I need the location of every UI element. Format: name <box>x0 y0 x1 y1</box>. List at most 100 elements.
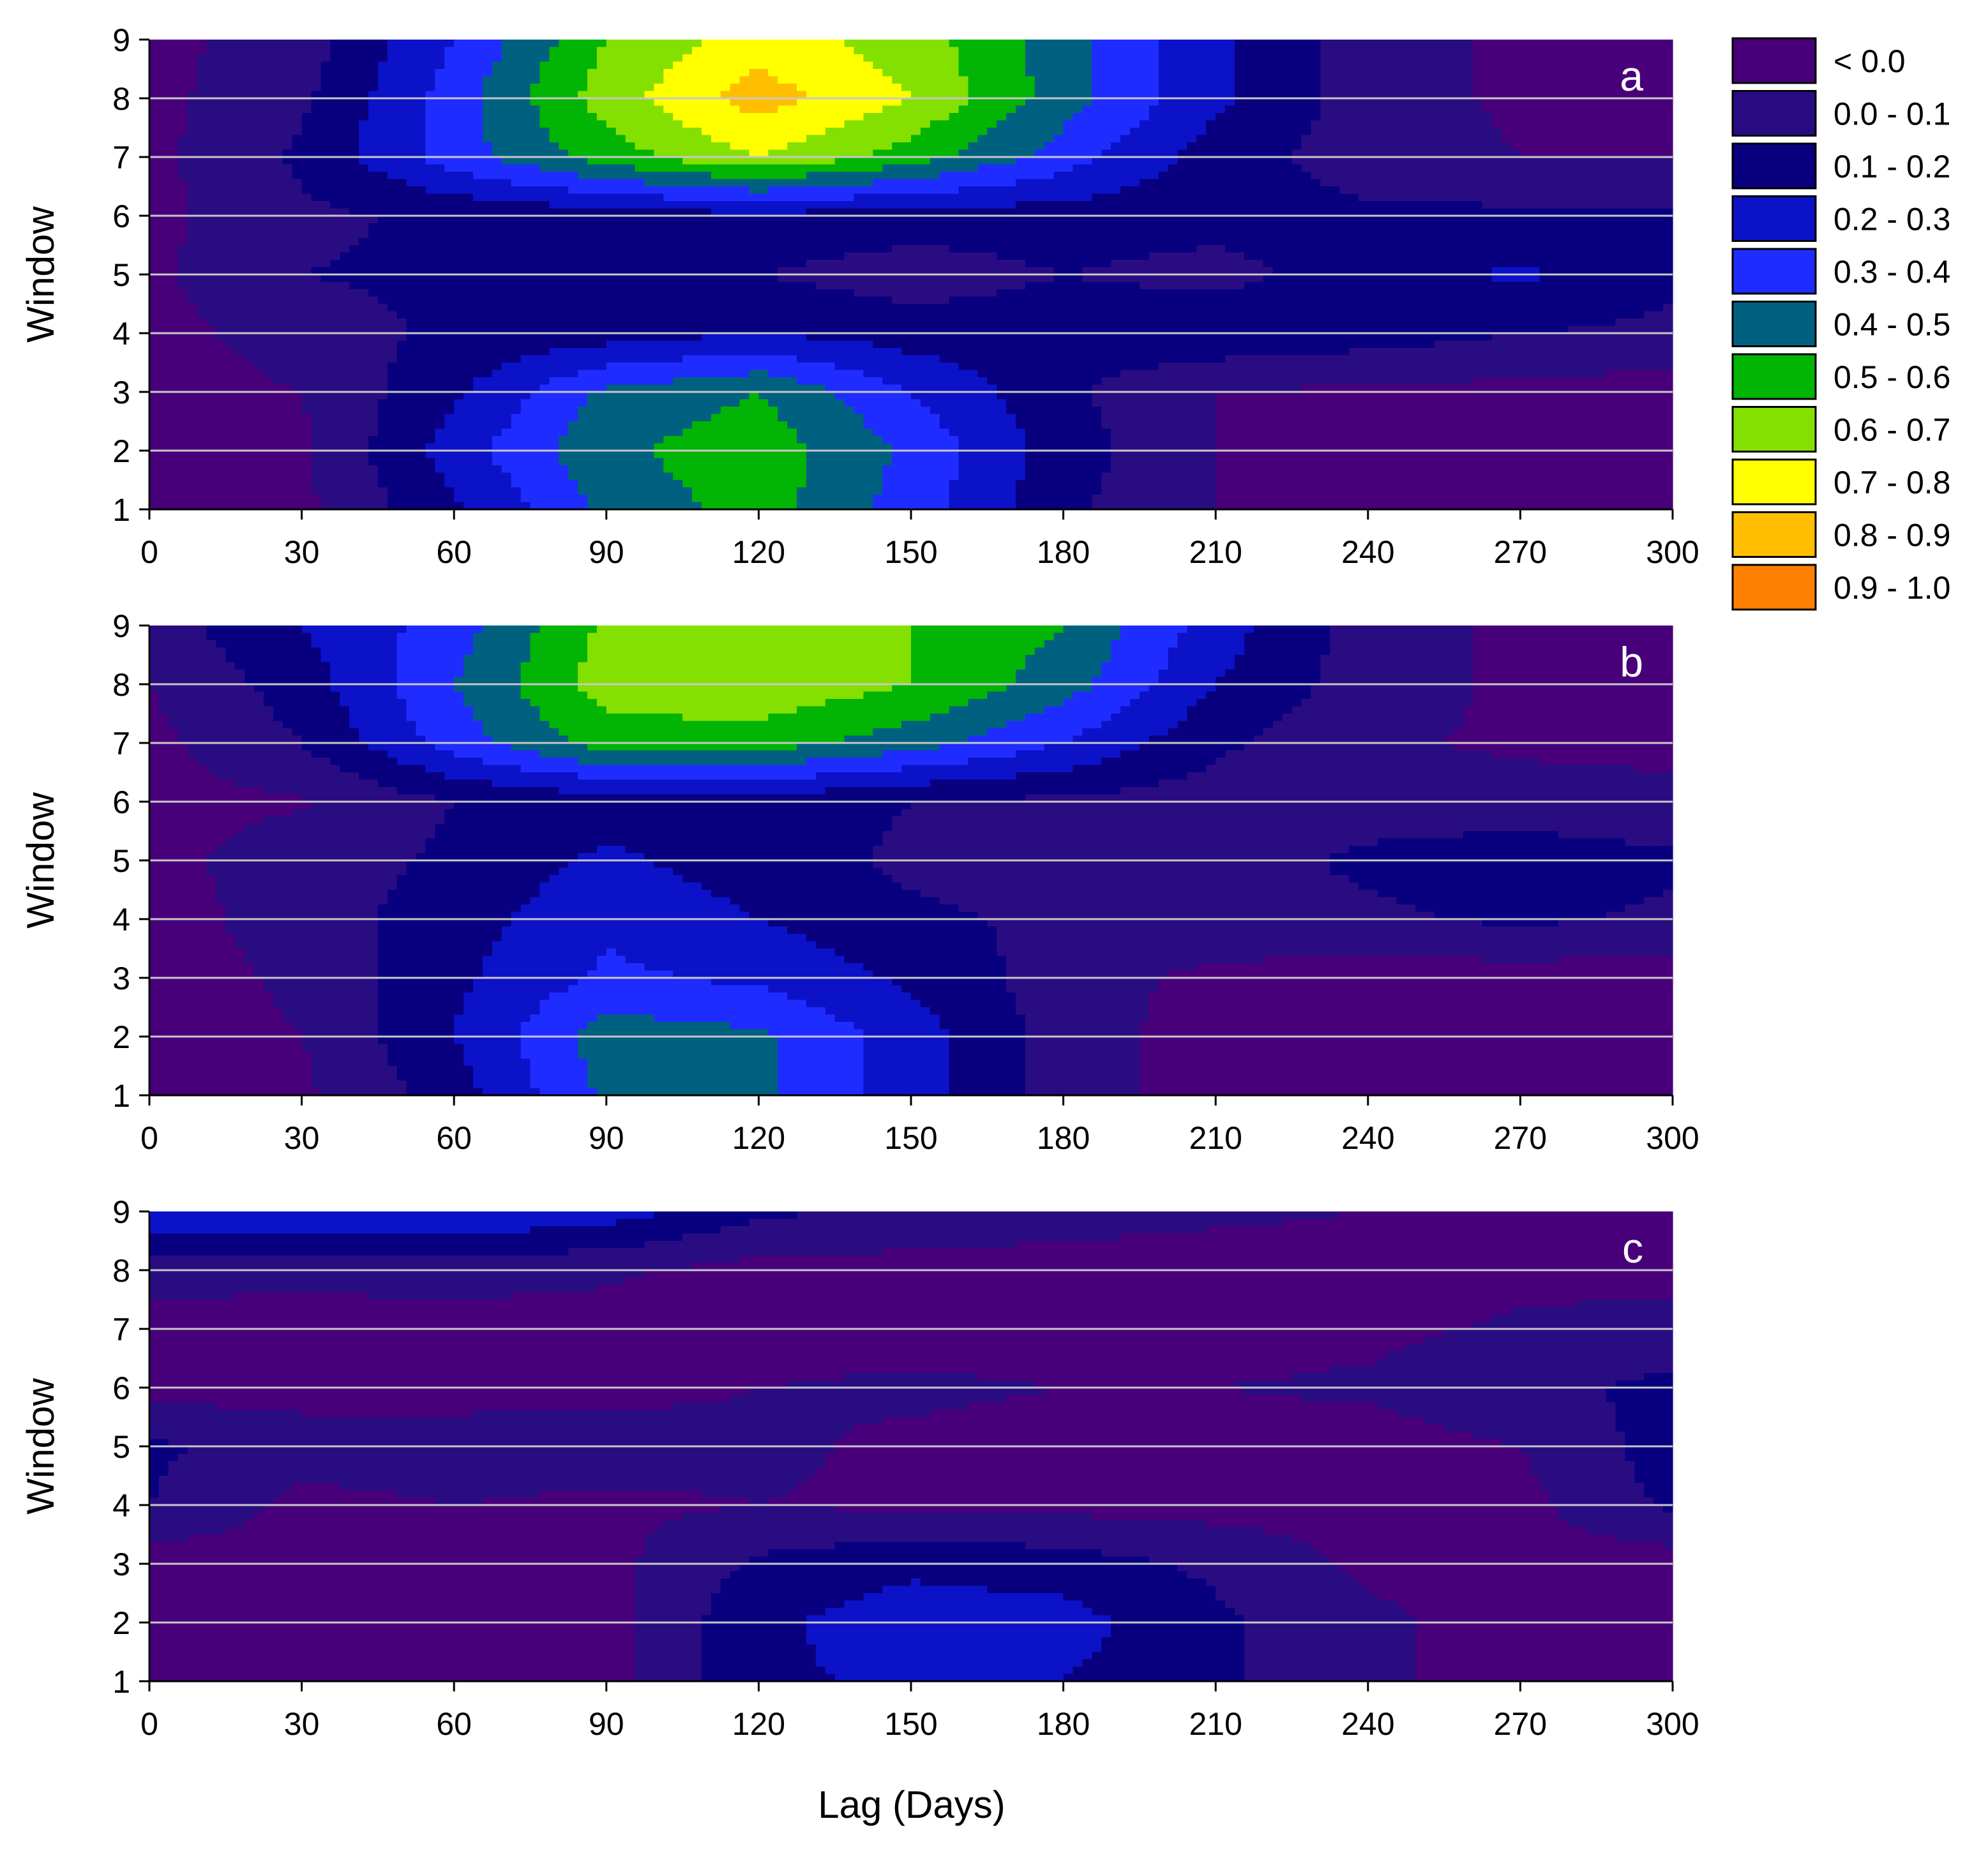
contour-cell <box>1463 61 1473 70</box>
contour-cell <box>1034 142 1045 151</box>
contour-cell <box>377 193 388 202</box>
contour-cell <box>1044 252 1055 260</box>
contour-cell <box>654 84 664 92</box>
contour-cell <box>149 47 160 55</box>
contour-cell <box>635 186 645 195</box>
contour-cell <box>1444 208 1454 216</box>
contour-cell <box>1520 128 1530 136</box>
contour-cell <box>1101 245 1111 253</box>
contour-cell <box>1063 105 1074 114</box>
contour-cell <box>1615 61 1626 70</box>
contour-cell <box>1482 40 1493 48</box>
contour-cell <box>768 47 778 55</box>
contour-cell <box>968 98 978 107</box>
contour-cell <box>1358 230 1369 239</box>
contour-cell <box>1301 172 1311 180</box>
contour-cell <box>482 252 493 260</box>
contour-cell <box>520 69 531 77</box>
contour-cell <box>225 179 236 187</box>
contour-cell <box>1206 120 1216 128</box>
contour-cell <box>158 149 169 158</box>
contour-cell <box>1330 69 1340 77</box>
contour-cell <box>749 223 759 231</box>
contour-cell <box>216 201 226 209</box>
contour-cell <box>673 252 683 260</box>
contour-cell <box>1396 179 1407 187</box>
contour-cell <box>778 54 788 63</box>
contour-cell <box>1311 128 1321 136</box>
contour-cell <box>1330 208 1340 216</box>
contour-cell <box>1425 69 1435 77</box>
contour-cell <box>482 157 493 165</box>
contour-cell <box>254 216 264 224</box>
contour-cell <box>901 47 912 55</box>
contour-cell <box>1187 47 1197 55</box>
contour-cell <box>1339 98 1350 107</box>
contour-cell <box>1558 40 1569 48</box>
contour-cell <box>768 61 778 70</box>
contour-cell <box>463 164 474 172</box>
contour-cell <box>1168 98 1178 107</box>
contour-cell <box>825 260 836 268</box>
contour-cell <box>625 128 636 136</box>
contour-cell <box>920 193 931 202</box>
contour-cell <box>1510 128 1521 136</box>
contour-cell <box>254 179 264 187</box>
contour-cell <box>149 113 160 121</box>
contour-cell <box>520 120 531 128</box>
contour-cell <box>1177 128 1188 136</box>
contour-cell <box>1244 193 1254 202</box>
contour-cell <box>396 113 407 121</box>
contour-cell <box>930 40 940 48</box>
contour-cell <box>1301 208 1311 216</box>
contour-cell <box>158 223 169 231</box>
contour-cell <box>292 208 303 216</box>
contour-cell <box>711 91 721 99</box>
contour-cell <box>482 172 493 180</box>
contour-cell <box>1148 61 1159 70</box>
contour-cell <box>311 260 322 268</box>
contour-cell <box>1139 164 1150 172</box>
contour-cell <box>245 149 255 158</box>
contour-cell <box>539 172 550 180</box>
contour-cell <box>1348 245 1359 253</box>
contour-cell <box>149 84 160 92</box>
contour-cell <box>1644 186 1654 195</box>
contour-cell <box>387 223 398 231</box>
contour-cell <box>349 216 359 224</box>
contour-cell <box>1177 216 1188 224</box>
contour-cell <box>1253 179 1264 187</box>
contour-cell <box>1187 105 1197 114</box>
contour-cell <box>635 157 645 165</box>
contour-cell <box>749 128 759 136</box>
contour-cell <box>568 252 578 260</box>
contour-cell <box>225 76 236 84</box>
contour-cell <box>463 223 474 231</box>
contour-cell <box>1330 91 1340 99</box>
contour-cell <box>330 120 340 128</box>
contour-cell <box>1396 91 1407 99</box>
contour-cell <box>1339 260 1350 268</box>
contour-cell <box>968 91 978 99</box>
contour-cell <box>1444 54 1454 63</box>
contour-cell <box>216 61 226 70</box>
contour-cell <box>530 157 541 165</box>
contour-cell <box>1406 142 1416 151</box>
contour-cell <box>1016 128 1026 136</box>
contour-cell <box>406 84 417 92</box>
contour-cell <box>1082 260 1092 268</box>
contour-cell <box>949 223 960 231</box>
contour-cell <box>1272 193 1283 202</box>
contour-cell <box>692 245 702 253</box>
contour-cell <box>654 120 664 128</box>
contour-cell <box>1063 260 1074 268</box>
contour-cell <box>1520 179 1530 187</box>
contour-cell <box>377 223 388 231</box>
contour-cell <box>778 128 788 136</box>
contour-cell <box>368 135 379 143</box>
contour-cell <box>587 193 598 202</box>
contour-cell <box>625 135 636 143</box>
contour-cell <box>282 201 293 209</box>
contour-cell <box>1120 149 1131 158</box>
contour-cell <box>311 47 322 55</box>
